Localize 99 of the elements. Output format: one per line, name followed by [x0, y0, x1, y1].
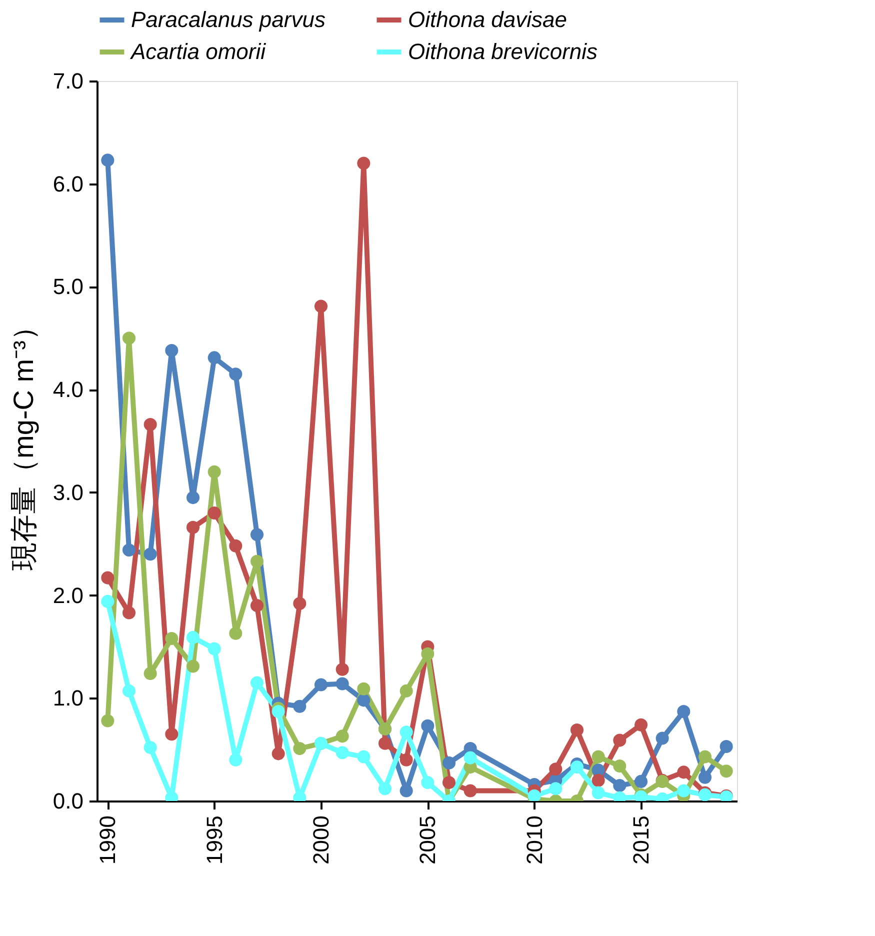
point [677, 784, 690, 798]
x-tick-label: 2000 [308, 816, 334, 864]
point [378, 736, 392, 750]
point [613, 779, 626, 792]
point [378, 782, 392, 796]
point [272, 747, 285, 760]
point [357, 682, 370, 696]
point [613, 734, 626, 747]
y-axis-title: 現存量（mg-C m⁻³） [8, 312, 39, 570]
x-tick-label: 1995 [202, 816, 227, 864]
point [357, 750, 370, 764]
point [336, 730, 349, 743]
x-tick-label: 2010 [522, 816, 547, 864]
point [464, 784, 477, 798]
point [229, 753, 242, 766]
point [336, 662, 349, 676]
point [442, 776, 456, 789]
point [528, 789, 541, 801]
y-tick-label: 0.0 [52, 788, 84, 814]
point [101, 594, 114, 608]
point [186, 630, 200, 644]
point [144, 741, 157, 754]
point [442, 756, 456, 770]
point [208, 351, 221, 364]
point [464, 751, 477, 764]
y-tick-label: 4.0 [52, 377, 84, 402]
point [144, 418, 157, 432]
legend-label: Oithona davisae [408, 7, 567, 32]
point [656, 732, 669, 745]
y-tick-label: 2.0 [52, 582, 84, 608]
point [720, 740, 733, 753]
point [698, 750, 712, 764]
point [421, 776, 434, 789]
point [357, 694, 370, 707]
point [592, 774, 605, 787]
point [122, 606, 136, 620]
point [400, 784, 413, 798]
point [293, 597, 306, 610]
point [293, 742, 306, 756]
x-tick-label: 2015 [628, 816, 654, 864]
point [101, 714, 114, 728]
x-tick-label: 2005 [415, 816, 440, 864]
point [122, 684, 136, 698]
legend-label: Paracalanus parvus [131, 7, 326, 32]
point [400, 684, 413, 698]
point [250, 528, 264, 542]
y-tick-label: 6.0 [52, 171, 84, 196]
point [101, 571, 114, 584]
point [421, 647, 434, 660]
legend-label: Acartia omorii [129, 39, 267, 64]
point [400, 753, 413, 766]
point [592, 750, 605, 764]
point [101, 154, 114, 167]
point [165, 728, 178, 741]
point [549, 782, 562, 796]
point [314, 678, 328, 692]
point [186, 491, 200, 504]
point [229, 626, 242, 640]
point [698, 770, 712, 784]
y-tick-label: 7.0 [52, 68, 84, 94]
point [208, 642, 221, 656]
y-tick-label: 3.0 [52, 480, 84, 505]
point [144, 666, 157, 680]
point [592, 786, 605, 800]
point [336, 677, 349, 690]
point [613, 760, 626, 773]
point [357, 156, 370, 170]
point [549, 762, 562, 776]
point [208, 506, 221, 520]
point [250, 554, 264, 568]
point [570, 760, 584, 774]
point [229, 539, 242, 552]
x-tick-label: 1990 [95, 816, 120, 864]
point [250, 599, 264, 612]
point [634, 774, 648, 788]
point [421, 719, 434, 732]
point [122, 544, 136, 557]
point [229, 368, 242, 381]
point [165, 344, 178, 357]
point [677, 705, 690, 718]
point [208, 465, 221, 478]
legend-label: Oithona brevicornis [408, 39, 598, 64]
point [165, 632, 178, 645]
point [250, 676, 264, 690]
point [336, 746, 349, 760]
point [570, 724, 584, 737]
point [186, 660, 200, 673]
point [144, 548, 157, 561]
point [122, 332, 136, 345]
point [400, 726, 413, 739]
point [272, 705, 285, 718]
point [293, 700, 306, 713]
y-tick-label: 1.0 [52, 686, 84, 711]
point [634, 718, 648, 732]
point [186, 520, 200, 534]
point [677, 766, 690, 779]
point [314, 300, 328, 313]
y-tick-label: 5.0 [52, 274, 84, 300]
point [720, 764, 733, 778]
